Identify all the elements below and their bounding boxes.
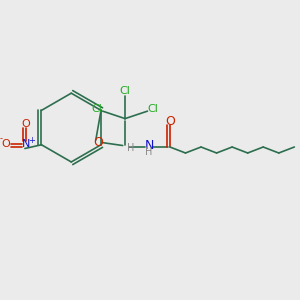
Text: O: O — [93, 136, 103, 149]
Text: O: O — [21, 119, 30, 129]
Text: H: H — [128, 142, 135, 153]
Text: O: O — [165, 115, 175, 128]
Text: O: O — [2, 139, 11, 149]
Text: N: N — [22, 139, 30, 149]
Text: H: H — [145, 147, 153, 158]
Text: N: N — [144, 139, 154, 152]
Text: -: - — [0, 134, 2, 143]
Text: Cl: Cl — [147, 104, 158, 114]
Text: +: + — [28, 136, 34, 145]
Text: Cl: Cl — [92, 104, 103, 114]
Text: Cl: Cl — [120, 86, 130, 96]
